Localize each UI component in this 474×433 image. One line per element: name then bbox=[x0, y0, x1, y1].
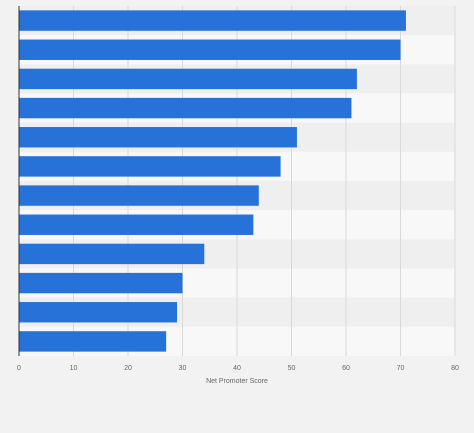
bar[interactable] bbox=[19, 302, 178, 323]
bars bbox=[19, 10, 406, 352]
x-axis-title: Net Promoter Score bbox=[206, 378, 268, 385]
x-tick-label: 70 bbox=[397, 365, 405, 372]
x-tick-label: 50 bbox=[288, 365, 296, 372]
x-tick-label: 40 bbox=[233, 365, 241, 372]
bar[interactable] bbox=[19, 156, 281, 177]
gridlines bbox=[73, 6, 456, 356]
x-tick-label: 20 bbox=[124, 365, 132, 372]
bar[interactable] bbox=[19, 39, 401, 60]
x-tick-label: 10 bbox=[70, 365, 78, 372]
x-tick-label: 60 bbox=[342, 365, 350, 372]
bar[interactable] bbox=[19, 68, 357, 90]
bar[interactable] bbox=[19, 243, 205, 265]
x-tick-labels: 0 10 20 30 40 50 60 70 80 bbox=[17, 365, 459, 372]
bar[interactable] bbox=[19, 97, 352, 119]
x-tick-label: 0 bbox=[17, 365, 21, 372]
x-tick-label: 30 bbox=[179, 365, 187, 372]
bar[interactable] bbox=[19, 331, 167, 352]
bar[interactable] bbox=[19, 127, 297, 148]
bar[interactable] bbox=[19, 185, 259, 206]
x-tick-label: 80 bbox=[451, 365, 459, 372]
bar[interactable] bbox=[19, 10, 406, 31]
bar[interactable] bbox=[19, 272, 183, 294]
bar[interactable] bbox=[19, 214, 254, 235]
